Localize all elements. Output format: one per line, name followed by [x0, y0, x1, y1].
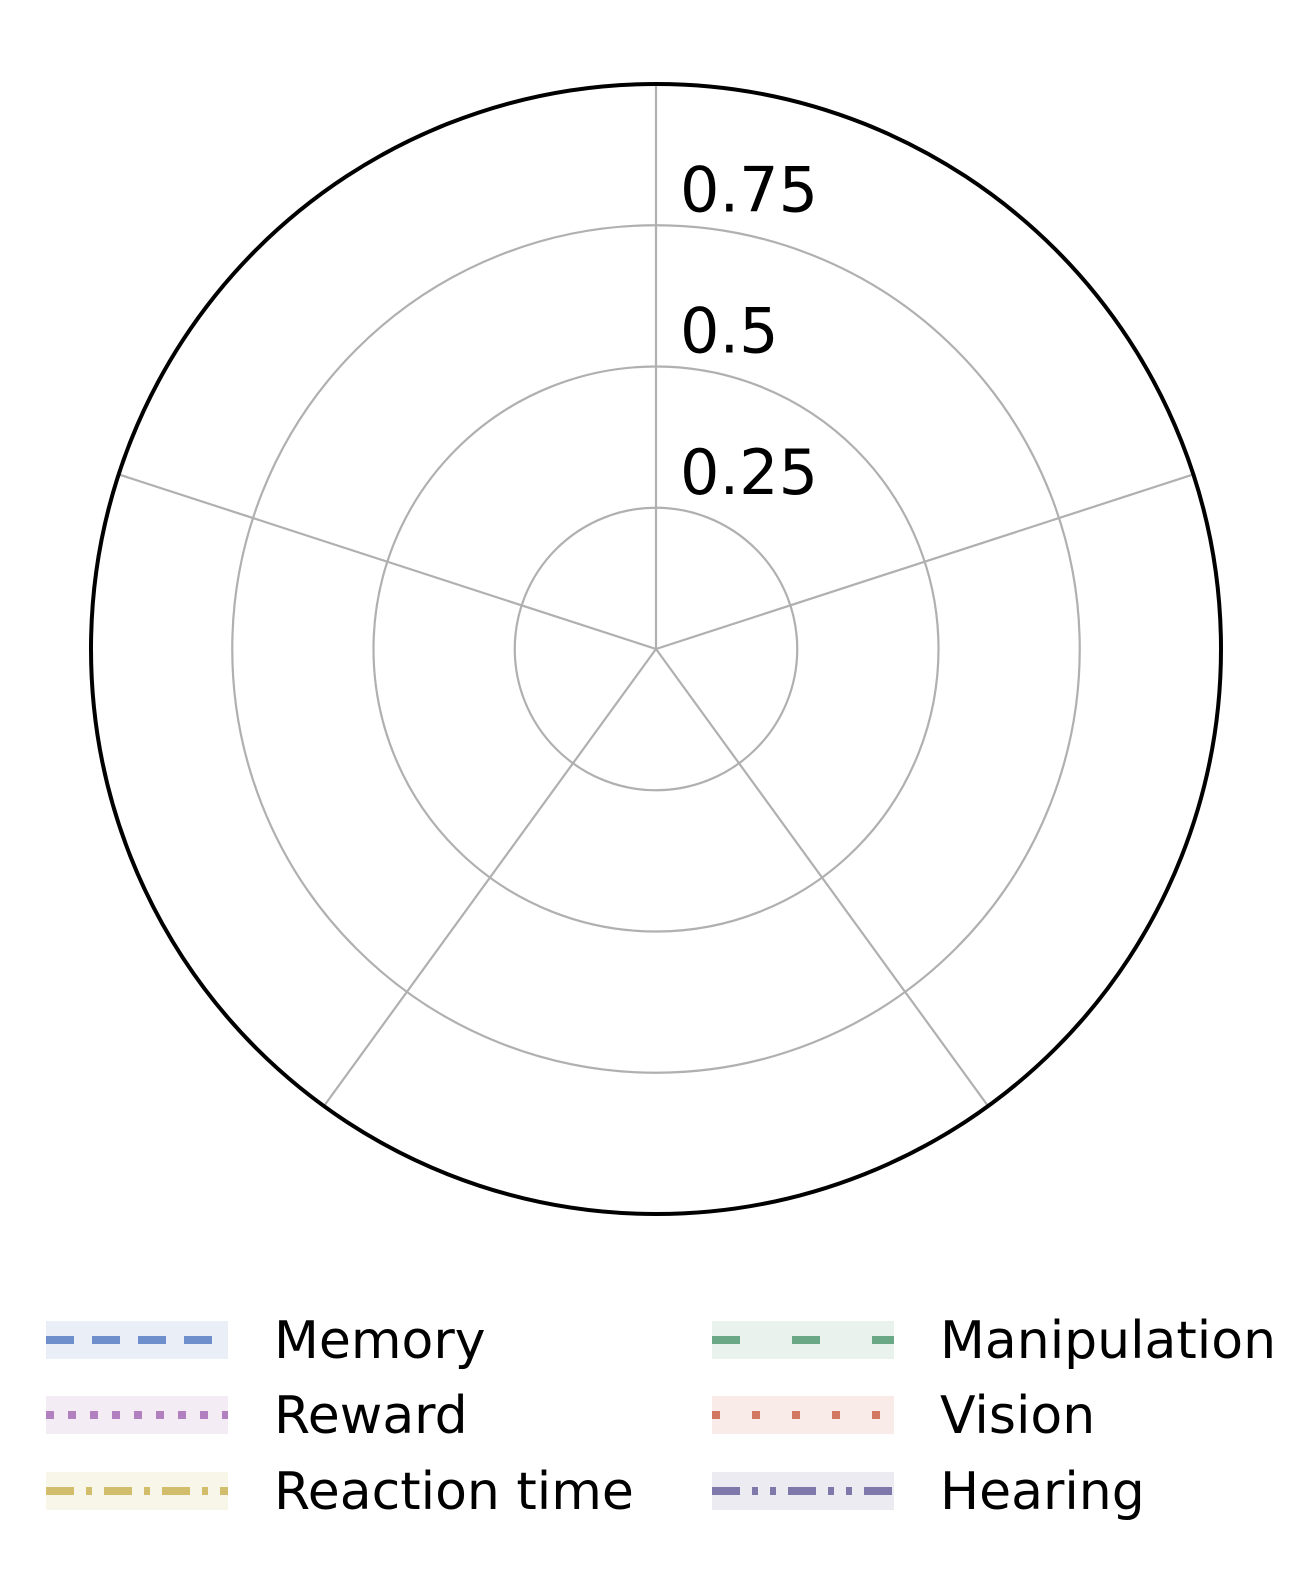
- legend-item: Reaction time: [46, 1462, 634, 1522]
- legend-label: Memory: [274, 1311, 485, 1371]
- spoke-3: [323, 648, 657, 1107]
- radial-tick-label: 0.5: [680, 295, 779, 368]
- legend-item: Memory: [46, 1311, 485, 1371]
- radial-tick-label: 0.75: [680, 153, 818, 226]
- legend: Memory Reward Reaction time Manipulation Vis…: [46, 1311, 1276, 1522]
- legend-label: Reaction time: [274, 1462, 634, 1522]
- legend-label: Vision: [940, 1386, 1095, 1446]
- radar-spokes: [118, 84, 1194, 1107]
- legend-item: Hearing: [712, 1462, 1145, 1522]
- radial-tick-labels: 0.25 0.5 0.75: [680, 153, 818, 509]
- radar-outer-frame: [89, 82, 1223, 1216]
- legend-label: Manipulation: [940, 1311, 1276, 1371]
- legend-patch: [46, 1472, 228, 1510]
- radial-tick-label: 0.25: [680, 436, 818, 509]
- spoke-4: [118, 473, 657, 651]
- legend-label: Hearing: [940, 1462, 1145, 1522]
- spoke-2: [655, 648, 989, 1107]
- legend-item: Vision: [712, 1386, 1095, 1446]
- legend-label: Reward: [274, 1386, 468, 1446]
- legend-item: Manipulation: [712, 1311, 1276, 1371]
- legend-item: Reward: [46, 1386, 468, 1446]
- spoke-1: [655, 473, 1194, 651]
- legend-patch: [712, 1396, 894, 1434]
